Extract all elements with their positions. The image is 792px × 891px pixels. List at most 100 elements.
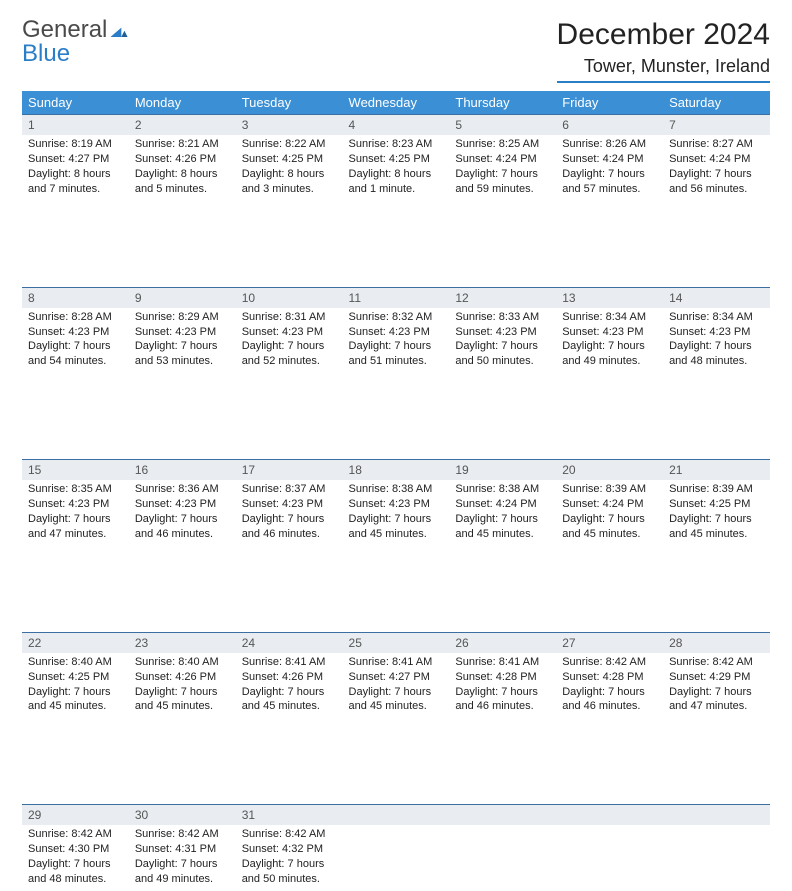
sunset-text: Sunset: 4:25 PM: [669, 497, 764, 512]
day-details: Sunrise: 8:37 AMSunset: 4:23 PMDaylight:…: [236, 480, 343, 545]
calendar-day-cell: 6Sunrise: 8:26 AMSunset: 4:24 PMDaylight…: [556, 114, 663, 201]
sunrise-text: Sunrise: 8:34 AM: [562, 310, 657, 325]
row-gap: [22, 373, 770, 459]
day-number: 17: [236, 459, 343, 480]
sunset-text: Sunset: 4:24 PM: [669, 152, 764, 167]
daylight-text: Daylight: 7 hours and 49 minutes.: [135, 857, 230, 887]
sunrise-text: Sunrise: 8:39 AM: [669, 482, 764, 497]
calendar-day-cell: 9Sunrise: 8:29 AMSunset: 4:23 PMDaylight…: [129, 287, 236, 374]
calendar-day-cell: 8Sunrise: 8:28 AMSunset: 4:23 PMDaylight…: [22, 287, 129, 374]
sunset-text: Sunset: 4:23 PM: [349, 497, 444, 512]
calendar-day-cell: 17Sunrise: 8:37 AMSunset: 4:23 PMDayligh…: [236, 459, 343, 546]
daylight-text: Daylight: 7 hours and 45 minutes.: [242, 685, 337, 715]
calendar-day-cell: 2Sunrise: 8:21 AMSunset: 4:26 PMDaylight…: [129, 114, 236, 201]
calendar-table: Sunday Monday Tuesday Wednesday Thursday…: [22, 91, 770, 891]
daylight-text: Daylight: 7 hours and 53 minutes.: [135, 339, 230, 369]
sunrise-text: Sunrise: 8:38 AM: [455, 482, 550, 497]
sunset-text: Sunset: 4:29 PM: [669, 670, 764, 685]
calendar-week-row: 15Sunrise: 8:35 AMSunset: 4:23 PMDayligh…: [22, 459, 770, 546]
sunset-text: Sunset: 4:23 PM: [135, 497, 230, 512]
sunset-text: Sunset: 4:31 PM: [135, 842, 230, 857]
sunrise-text: Sunrise: 8:42 AM: [242, 827, 337, 842]
day-number: 9: [129, 287, 236, 308]
daylight-text: Daylight: 7 hours and 46 minutes.: [562, 685, 657, 715]
day-details: Sunrise: 8:42 AMSunset: 4:31 PMDaylight:…: [129, 825, 236, 890]
day-number: 19: [449, 459, 556, 480]
sunrise-text: Sunrise: 8:23 AM: [349, 137, 444, 152]
daylight-text: Daylight: 7 hours and 46 minutes.: [135, 512, 230, 542]
month-title: December 2024: [557, 18, 770, 52]
day-details: Sunrise: 8:35 AMSunset: 4:23 PMDaylight:…: [22, 480, 129, 545]
daylight-text: Daylight: 7 hours and 57 minutes.: [562, 167, 657, 197]
daylight-text: Daylight: 7 hours and 48 minutes.: [28, 857, 123, 887]
sunset-text: Sunset: 4:23 PM: [28, 497, 123, 512]
sunrise-text: Sunrise: 8:34 AM: [669, 310, 764, 325]
location: Tower, Munster, Ireland: [557, 56, 770, 83]
day-details: Sunrise: 8:34 AMSunset: 4:23 PMDaylight:…: [556, 308, 663, 373]
sunrise-text: Sunrise: 8:42 AM: [669, 655, 764, 670]
calendar-day-cell: 14Sunrise: 8:34 AMSunset: 4:23 PMDayligh…: [663, 287, 770, 374]
sunset-text: Sunset: 4:26 PM: [135, 670, 230, 685]
day-details: Sunrise: 8:33 AMSunset: 4:23 PMDaylight:…: [449, 308, 556, 373]
weekday-header: Monday: [129, 91, 236, 114]
daylight-text: Daylight: 7 hours and 52 minutes.: [242, 339, 337, 369]
calendar-day-cell: 24Sunrise: 8:41 AMSunset: 4:26 PMDayligh…: [236, 632, 343, 719]
day-number: 4: [343, 114, 450, 135]
daylight-text: Daylight: 7 hours and 51 minutes.: [349, 339, 444, 369]
day-details: Sunrise: 8:39 AMSunset: 4:24 PMDaylight:…: [556, 480, 663, 545]
sunset-text: Sunset: 4:26 PM: [242, 670, 337, 685]
calendar-week-row: 22Sunrise: 8:40 AMSunset: 4:25 PMDayligh…: [22, 632, 770, 719]
day-number: 5: [449, 114, 556, 135]
sunrise-text: Sunrise: 8:32 AM: [349, 310, 444, 325]
calendar-day-cell: [449, 804, 556, 891]
sunrise-text: Sunrise: 8:22 AM: [242, 137, 337, 152]
day-details: Sunrise: 8:41 AMSunset: 4:27 PMDaylight:…: [343, 653, 450, 718]
sunset-text: Sunset: 4:24 PM: [562, 152, 657, 167]
day-details: Sunrise: 8:40 AMSunset: 4:26 PMDaylight:…: [129, 653, 236, 718]
sunset-text: Sunset: 4:28 PM: [562, 670, 657, 685]
daylight-text: Daylight: 7 hours and 50 minutes.: [242, 857, 337, 887]
sunset-text: Sunset: 4:23 PM: [242, 497, 337, 512]
sunset-text: Sunset: 4:23 PM: [349, 325, 444, 340]
day-details: Sunrise: 8:23 AMSunset: 4:25 PMDaylight:…: [343, 135, 450, 200]
sunset-text: Sunset: 4:25 PM: [349, 152, 444, 167]
day-number: 13: [556, 287, 663, 308]
calendar-day-cell: 21Sunrise: 8:39 AMSunset: 4:25 PMDayligh…: [663, 459, 770, 546]
calendar-day-cell: 3Sunrise: 8:22 AMSunset: 4:25 PMDaylight…: [236, 114, 343, 201]
day-number: 29: [22, 804, 129, 825]
title-block: December 2024 Tower, Munster, Ireland: [557, 18, 770, 83]
calendar-day-cell: 18Sunrise: 8:38 AMSunset: 4:23 PMDayligh…: [343, 459, 450, 546]
daylight-text: Daylight: 7 hours and 49 minutes.: [562, 339, 657, 369]
sunset-text: Sunset: 4:24 PM: [455, 152, 550, 167]
day-details: Sunrise: 8:36 AMSunset: 4:23 PMDaylight:…: [129, 480, 236, 545]
daylight-text: Daylight: 8 hours and 3 minutes.: [242, 167, 337, 197]
daylight-text: Daylight: 7 hours and 46 minutes.: [242, 512, 337, 542]
calendar-day-cell: 11Sunrise: 8:32 AMSunset: 4:23 PMDayligh…: [343, 287, 450, 374]
day-details: Sunrise: 8:38 AMSunset: 4:24 PMDaylight:…: [449, 480, 556, 545]
sunset-text: Sunset: 4:23 PM: [669, 325, 764, 340]
calendar-day-cell: 12Sunrise: 8:33 AMSunset: 4:23 PMDayligh…: [449, 287, 556, 374]
daylight-text: Daylight: 8 hours and 7 minutes.: [28, 167, 123, 197]
day-details: Sunrise: 8:34 AMSunset: 4:23 PMDaylight:…: [663, 308, 770, 373]
day-number: 27: [556, 632, 663, 653]
calendar-day-cell: 10Sunrise: 8:31 AMSunset: 4:23 PMDayligh…: [236, 287, 343, 374]
calendar-day-cell: 25Sunrise: 8:41 AMSunset: 4:27 PMDayligh…: [343, 632, 450, 719]
header: GeneralBlue December 2024 Tower, Munster…: [22, 18, 770, 83]
day-number: 20: [556, 459, 663, 480]
day-details: Sunrise: 8:27 AMSunset: 4:24 PMDaylight:…: [663, 135, 770, 200]
day-details: Sunrise: 8:22 AMSunset: 4:25 PMDaylight:…: [236, 135, 343, 200]
calendar-day-cell: [343, 804, 450, 891]
daylight-text: Daylight: 7 hours and 45 minutes.: [135, 685, 230, 715]
day-details: Sunrise: 8:42 AMSunset: 4:32 PMDaylight:…: [236, 825, 343, 890]
day-details: Sunrise: 8:42 AMSunset: 4:29 PMDaylight:…: [663, 653, 770, 718]
calendar-day-cell: 26Sunrise: 8:41 AMSunset: 4:28 PMDayligh…: [449, 632, 556, 719]
calendar-day-cell: 20Sunrise: 8:39 AMSunset: 4:24 PMDayligh…: [556, 459, 663, 546]
weekday-header: Saturday: [663, 91, 770, 114]
day-number: 8: [22, 287, 129, 308]
day-number: 15: [22, 459, 129, 480]
calendar-day-cell: 13Sunrise: 8:34 AMSunset: 4:23 PMDayligh…: [556, 287, 663, 374]
calendar-week-row: 29Sunrise: 8:42 AMSunset: 4:30 PMDayligh…: [22, 804, 770, 891]
sunrise-text: Sunrise: 8:26 AM: [562, 137, 657, 152]
sunset-text: Sunset: 4:26 PM: [135, 152, 230, 167]
day-details: Sunrise: 8:21 AMSunset: 4:26 PMDaylight:…: [129, 135, 236, 200]
